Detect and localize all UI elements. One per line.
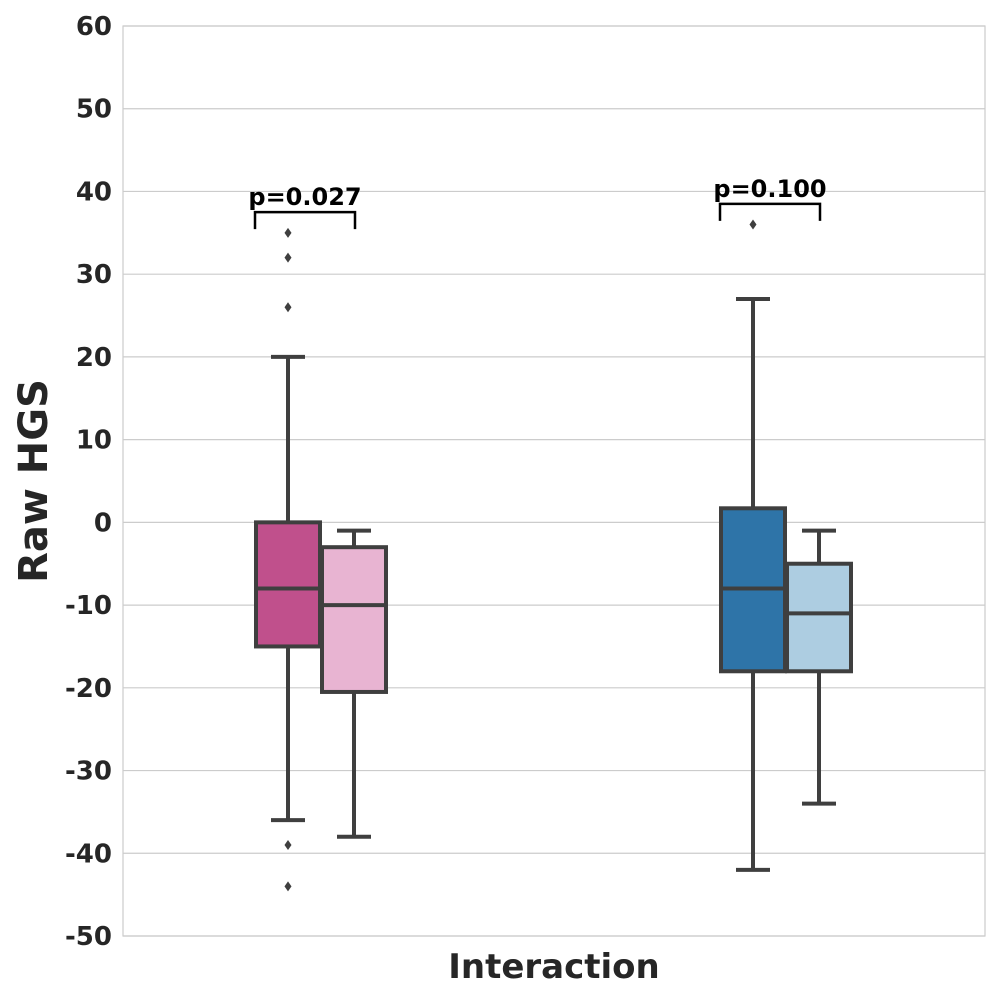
- y-tick-label: -50: [65, 922, 112, 952]
- outlier-point: [284, 302, 292, 313]
- p-value-annotations: p=0.027 p=0.100: [248, 175, 827, 230]
- significance-bracket: [718, 202, 822, 221]
- y-tick-label: 0: [94, 508, 112, 538]
- x-axis-label: Interaction: [448, 947, 660, 987]
- y-tick-label: 50: [76, 95, 112, 125]
- box-group: [785, 528, 853, 806]
- y-tick-label: -40: [65, 839, 112, 869]
- box-group: [254, 227, 322, 892]
- p-value-label: p=0.027: [248, 183, 361, 211]
- y-tick-labels: 60 50 40 30 20 10 0 -10 -20 -30 -40 -50: [65, 12, 112, 952]
- significance-bracket: [253, 210, 357, 230]
- outlier-point: [284, 840, 292, 850]
- y-tick-label: -30: [65, 757, 112, 787]
- outlier-point: [284, 227, 292, 238]
- box-series: [254, 219, 853, 892]
- outlier-point: [284, 881, 292, 892]
- y-tick-label: 30: [76, 260, 112, 290]
- outlier-point: [749, 219, 757, 230]
- y-tick-label: 10: [76, 426, 112, 456]
- y-tick-label: -20: [65, 674, 112, 704]
- box-iqr: [320, 545, 388, 694]
- y-tick-label: 40: [76, 177, 112, 207]
- box-iqr: [254, 520, 322, 649]
- p-value-label: p=0.100: [713, 175, 826, 203]
- y-tick-label: 60: [76, 12, 112, 42]
- box-iqr: [785, 561, 853, 674]
- gridlines: [123, 25, 985, 937]
- box-group: [719, 219, 787, 872]
- y-tick-label: 20: [76, 343, 112, 373]
- y-axis-label: Raw HGS: [11, 379, 57, 583]
- box-group: [320, 528, 388, 839]
- plot-frame: [122, 25, 986, 937]
- outlier-point: [284, 252, 292, 263]
- y-tick-label: -10: [65, 591, 112, 621]
